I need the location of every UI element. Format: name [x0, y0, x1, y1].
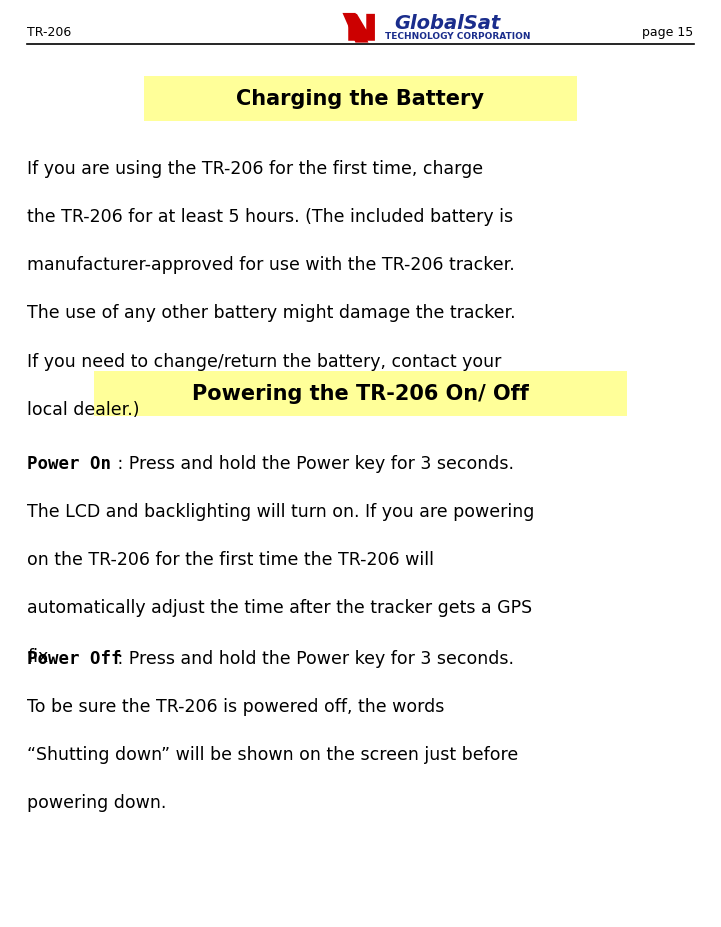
Text: To be sure the TR-206 is powered off, the words: To be sure the TR-206 is powered off, th… — [27, 697, 445, 715]
Text: powering down.: powering down. — [27, 794, 167, 811]
Polygon shape — [342, 14, 368, 44]
Text: If you are using the TR-206 for the first time, charge: If you are using the TR-206 for the firs… — [27, 159, 484, 177]
Text: Charging the Battery: Charging the Battery — [236, 89, 485, 109]
Text: Power Off: Power Off — [27, 649, 122, 667]
Text: TECHNOLOGY CORPORATION: TECHNOLOGY CORPORATION — [385, 32, 531, 41]
Text: Powering the TR-206 On/ Off: Powering the TR-206 On/ Off — [192, 384, 529, 404]
Text: automatically adjust the time after the tracker gets a GPS: automatically adjust the time after the … — [27, 599, 533, 616]
Text: page 15: page 15 — [642, 26, 694, 39]
Text: The LCD and backlighting will turn on. If you are powering: The LCD and backlighting will turn on. I… — [27, 502, 535, 520]
Text: GlobalSat: GlobalSat — [394, 14, 500, 33]
Text: Power On: Power On — [27, 454, 112, 472]
Text: fix.: fix. — [27, 647, 54, 665]
Text: the TR-206 for at least 5 hours. (The included battery is: the TR-206 for at least 5 hours. (The in… — [27, 208, 513, 225]
Polygon shape — [348, 15, 375, 42]
Text: The use of any other battery might damage the tracker.: The use of any other battery might damag… — [27, 304, 516, 322]
Text: local dealer.): local dealer.) — [27, 400, 140, 418]
Text: TR-206: TR-206 — [27, 26, 71, 39]
Text: on the TR-206 for the first time the TR-206 will: on the TR-206 for the first time the TR-… — [27, 551, 434, 568]
Text: : Press and hold the Power key for 3 seconds.: : Press and hold the Power key for 3 sec… — [112, 454, 515, 472]
Text: manufacturer-approved for use with the TR-206 tracker.: manufacturer-approved for use with the T… — [27, 256, 515, 273]
FancyBboxPatch shape — [94, 372, 627, 416]
Text: “Shutting down” will be shown on the screen just before: “Shutting down” will be shown on the scr… — [27, 745, 518, 763]
Text: If you need to change/return the battery, contact your: If you need to change/return the battery… — [27, 352, 502, 370]
FancyBboxPatch shape — [144, 77, 577, 121]
Text: : Press and hold the Power key for 3 seconds.: : Press and hold the Power key for 3 sec… — [112, 649, 515, 667]
